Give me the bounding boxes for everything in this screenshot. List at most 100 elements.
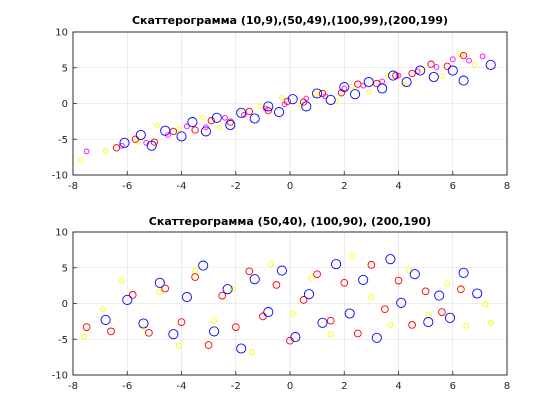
x-tick-label: -6 <box>122 381 132 392</box>
scatter-point <box>102 148 109 154</box>
scatter-point <box>80 333 87 340</box>
scatter-point <box>118 142 125 149</box>
scatter-point <box>428 71 439 83</box>
scatter-point <box>401 82 407 88</box>
scatter-point <box>184 123 190 130</box>
scatter-point <box>385 254 396 265</box>
scatter-point <box>241 112 247 118</box>
scatter-point <box>229 286 237 293</box>
scatter-point <box>175 342 182 349</box>
scatter-point <box>354 80 362 88</box>
scatter-point <box>176 131 187 142</box>
scatter-point <box>433 64 440 70</box>
scatter-point <box>112 144 121 152</box>
scatter-points <box>78 51 496 163</box>
scatter-point <box>301 101 312 112</box>
scatter-point <box>377 83 388 94</box>
scatter-point <box>207 117 215 125</box>
scatter-point <box>118 277 125 284</box>
scatter-point <box>245 267 254 276</box>
scatter-point <box>394 276 403 285</box>
scatter-point <box>272 281 281 289</box>
scatter-point <box>326 316 335 325</box>
scatter-point <box>458 267 469 278</box>
scatter-point <box>249 274 260 285</box>
scatter-point <box>263 101 274 112</box>
scatter-point <box>414 68 421 75</box>
scatter-point <box>236 343 247 354</box>
scatter-point <box>388 70 399 81</box>
scatter-point <box>381 305 389 314</box>
scatter-point <box>339 82 350 93</box>
scatter-point <box>156 289 163 296</box>
scatter-point <box>122 294 133 305</box>
scatter-point <box>368 294 375 301</box>
scatter-point <box>439 73 445 79</box>
scatter-point <box>276 265 287 276</box>
scatter-point <box>344 308 355 319</box>
scatter-point <box>408 69 416 78</box>
scatter-point <box>421 287 430 296</box>
scatter-point <box>161 284 170 293</box>
scatter-point <box>83 148 90 155</box>
y-tick-label: -10 <box>52 371 68 382</box>
scatter-point <box>200 126 211 137</box>
scatter-point <box>308 274 315 281</box>
scatter-point <box>135 129 146 141</box>
series-1 <box>82 261 465 349</box>
scatter-point <box>204 341 213 349</box>
scatter-point <box>283 97 291 106</box>
scatter-point <box>331 259 342 270</box>
scatter-point <box>353 329 362 338</box>
x-tick-label: 6 <box>450 381 456 392</box>
scatter-point <box>236 107 247 118</box>
scatter-point <box>367 261 376 269</box>
x-tick-label: 4 <box>395 381 401 392</box>
scatter-point <box>327 331 334 338</box>
scatter-point <box>209 326 220 337</box>
scatter-point <box>318 89 327 98</box>
scatter-point <box>299 296 308 304</box>
x-tick-label: 6 <box>450 181 456 192</box>
x-tick-label: 2 <box>341 381 347 392</box>
scatter-point <box>447 65 458 76</box>
scatter-point <box>409 269 420 280</box>
x-tick-label: -8 <box>68 181 78 192</box>
scatter-point <box>274 107 285 118</box>
scatter-point <box>384 72 391 79</box>
scatter-point <box>371 332 382 343</box>
scatter-point <box>231 323 240 331</box>
scatter-point <box>313 270 321 279</box>
scatter-point <box>434 290 445 301</box>
scatter-point <box>145 328 153 337</box>
scatter-point <box>471 62 478 68</box>
x-tick-label: -2 <box>231 181 241 192</box>
subplot-top: Скаттерограмма (10,9),(50,49),(100,99),(… <box>52 14 511 192</box>
scatter-point <box>333 97 339 104</box>
y-tick-label: 5 <box>62 263 68 274</box>
scatter-point <box>466 57 472 64</box>
x-tick-label: -6 <box>122 181 132 192</box>
scatter-point <box>401 76 412 88</box>
scatter-point <box>312 88 323 99</box>
y-tick-label: 10 <box>55 28 68 39</box>
scatter-point <box>191 273 199 281</box>
x-tick-label: 8 <box>504 381 510 392</box>
scatter-point <box>138 318 149 329</box>
scatter-point <box>263 307 274 318</box>
scatter-point <box>249 113 260 124</box>
scatter-point <box>211 317 218 324</box>
scatter-point <box>325 94 336 105</box>
scatter-point <box>479 53 486 60</box>
scatter-point <box>218 291 227 300</box>
top-axes: -8 -6 -4 -2 0 2 4 6 8 -10 -5 0 5 10 <box>52 28 511 193</box>
scatter-point <box>150 138 159 146</box>
scatter-point <box>146 140 157 151</box>
y-tick-label: 5 <box>62 63 68 74</box>
y-tick-label: -5 <box>58 135 68 146</box>
bottom-chart-title: Скаттерограмма (50,40), (100,90), (200,1… <box>149 215 431 228</box>
x-tick-label: 4 <box>395 181 401 192</box>
scatter-point <box>363 76 374 88</box>
scatter-point <box>337 89 346 97</box>
